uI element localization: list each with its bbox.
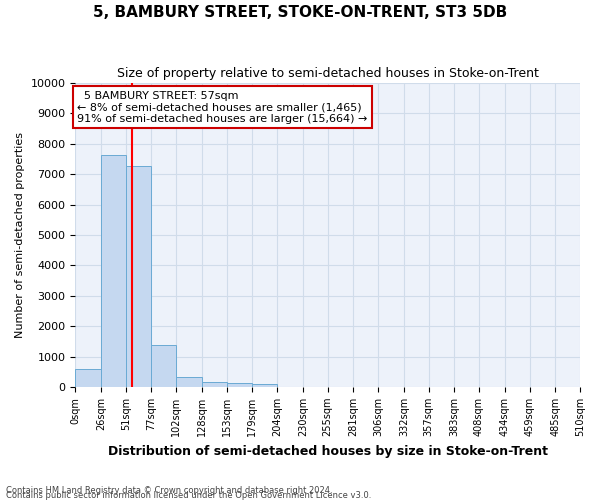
- Bar: [227, 383, 253, 387]
- Text: Contains public sector information licensed under the Open Government Licence v3: Contains public sector information licen…: [6, 491, 371, 500]
- Bar: [75, 370, 101, 387]
- Bar: [101, 156, 126, 387]
- Bar: [176, 376, 202, 387]
- Y-axis label: Number of semi-detached properties: Number of semi-detached properties: [15, 132, 25, 338]
- Bar: [151, 346, 176, 387]
- Bar: [126, 166, 151, 387]
- Title: Size of property relative to semi-detached houses in Stoke-on-Trent: Size of property relative to semi-detach…: [117, 68, 539, 80]
- Bar: [202, 382, 227, 387]
- Text: Contains HM Land Registry data © Crown copyright and database right 2024.: Contains HM Land Registry data © Crown c…: [6, 486, 332, 495]
- Text: 5 BAMBURY STREET: 57sqm  
← 8% of semi-detached houses are smaller (1,465)
91% o: 5 BAMBURY STREET: 57sqm ← 8% of semi-det…: [77, 90, 368, 124]
- Text: 5, BAMBURY STREET, STOKE-ON-TRENT, ST3 5DB: 5, BAMBURY STREET, STOKE-ON-TRENT, ST3 5…: [93, 5, 507, 20]
- Bar: [253, 384, 277, 387]
- X-axis label: Distribution of semi-detached houses by size in Stoke-on-Trent: Distribution of semi-detached houses by …: [107, 444, 548, 458]
